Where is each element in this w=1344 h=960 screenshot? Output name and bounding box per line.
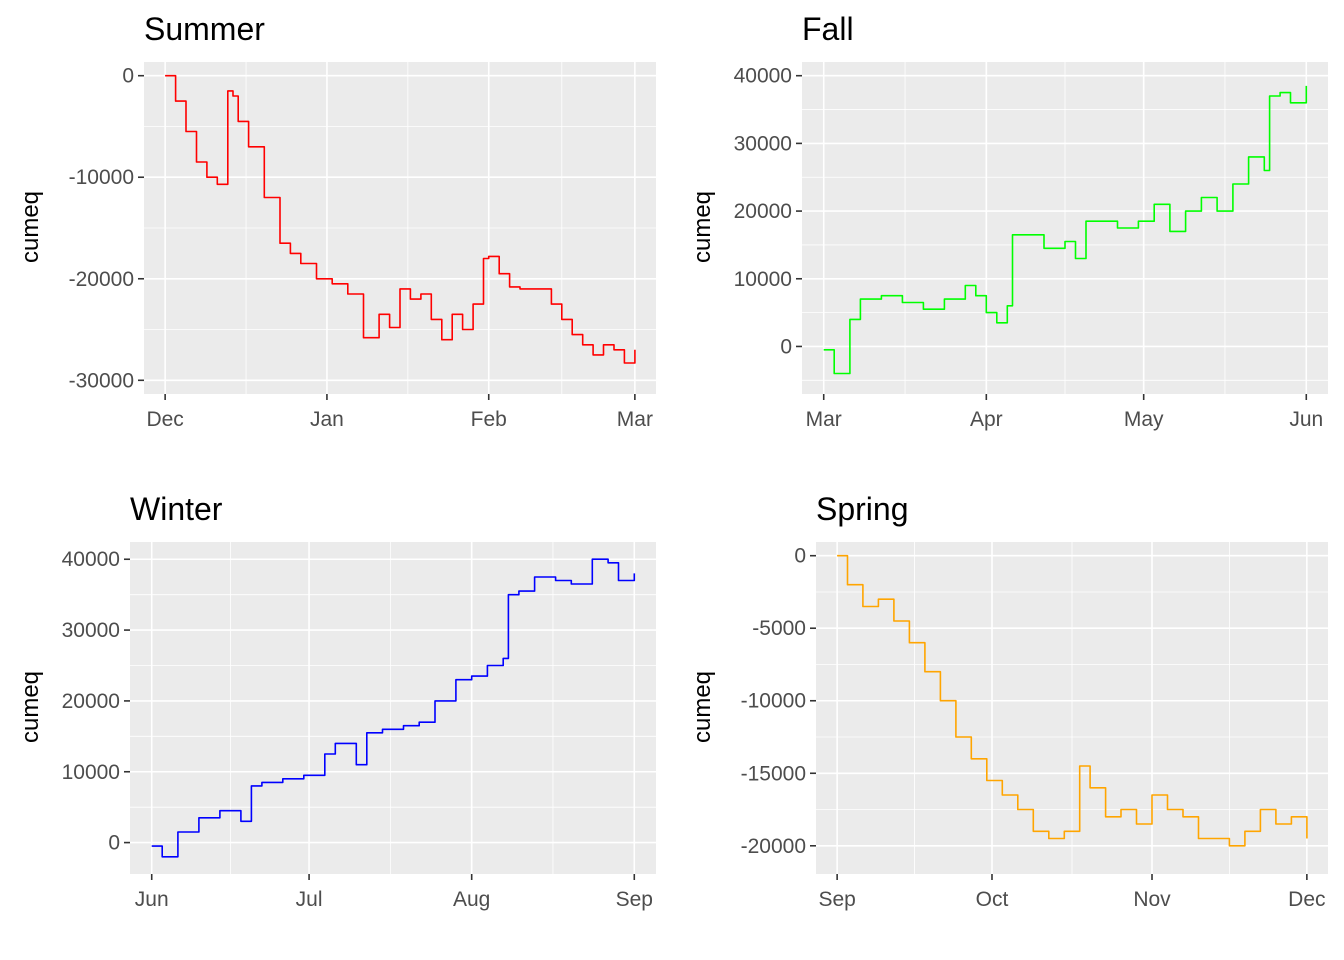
x-tick-label: Jul <box>296 888 323 911</box>
grid <box>816 542 1328 874</box>
x-tick-label: Apr <box>970 408 1003 431</box>
y-axis: 40000 30000 20000 10000 0 <box>734 65 792 359</box>
x-axis: Sep Oct Nov Dec <box>818 888 1325 911</box>
y-tick-label: -10000 <box>69 166 134 189</box>
chart-title: Spring <box>816 491 909 527</box>
y-tick-label: 40000 <box>62 548 120 571</box>
x-tick-label: Nov <box>1133 888 1171 911</box>
y-tick-label: 30000 <box>62 619 120 642</box>
y-axis-label: cumeq <box>689 191 716 263</box>
x-axis: Mar Apr May Jun <box>806 408 1324 431</box>
x-tick-label: Aug <box>453 888 490 911</box>
y-tick-label: 10000 <box>734 268 792 291</box>
x-tick-label: Feb <box>471 408 507 431</box>
x-tick-label: Mar <box>806 408 842 431</box>
y-tick-label: -10000 <box>741 690 806 713</box>
chart-summer: Summer cumeq 0 -10000 -20000 -30000 Dec … <box>17 11 656 431</box>
y-tick-label: 10000 <box>62 761 120 784</box>
y-tick-label: 0 <box>780 335 792 358</box>
x-tick-label: Sep <box>818 888 855 911</box>
series-line <box>151 558 636 858</box>
y-tick-label: -20000 <box>741 835 806 858</box>
series-line <box>837 554 1308 847</box>
series-line <box>165 74 636 364</box>
y-tick-label: 20000 <box>734 200 792 223</box>
x-tick-label: Jun <box>1289 408 1323 431</box>
y-tick-label: -30000 <box>69 369 134 392</box>
chart-winter: Winter cumeq 40000 30000 20000 10000 0 J… <box>17 491 656 911</box>
x-tick-label: Sep <box>616 888 653 911</box>
plot-panel <box>130 542 656 874</box>
y-axis-label: cumeq <box>17 671 44 743</box>
y-tick-label: 0 <box>794 545 806 568</box>
chart-title: Summer <box>144 11 265 47</box>
x-tick-label: Dec <box>1288 888 1325 911</box>
series-line <box>823 85 1308 375</box>
y-axis-label: cumeq <box>689 671 716 743</box>
y-tick-label: 30000 <box>734 132 792 155</box>
chart-title: Fall <box>802 11 854 47</box>
y-tick-label: 0 <box>108 832 120 855</box>
x-tick-label: Jun <box>135 888 169 911</box>
grid <box>130 542 656 874</box>
y-axis: 40000 30000 20000 10000 0 <box>62 548 120 854</box>
y-axis-label: cumeq <box>17 191 44 263</box>
y-axis: 0 -5000 -10000 -15000 -20000 <box>741 545 806 858</box>
chart-spring: Spring cumeq 0 -5000 -10000 -15000 -2000… <box>689 491 1328 911</box>
y-tick-label: 0 <box>122 65 134 88</box>
chart-fall: Fall cumeq 40000 30000 20000 10000 0 Mar… <box>689 11 1328 431</box>
x-tick-label: May <box>1124 408 1164 431</box>
y-tick-label: -5000 <box>752 617 806 640</box>
grid <box>144 62 656 394</box>
y-tick-label: -20000 <box>69 268 134 291</box>
chart-title: Winter <box>130 491 223 527</box>
y-tick-label: -15000 <box>741 762 806 785</box>
x-tick-label: Jan <box>310 408 344 431</box>
y-tick-label: 40000 <box>734 65 792 88</box>
x-tick-label: Oct <box>976 888 1009 911</box>
x-axis: Dec Jan Feb Mar <box>146 408 652 431</box>
y-axis: 0 -10000 -20000 -30000 <box>69 65 134 393</box>
y-tick-label: 20000 <box>62 690 120 713</box>
x-tick-label: Dec <box>146 408 183 431</box>
x-axis: Jun Jul Aug Sep <box>135 888 653 911</box>
x-tick-label: Mar <box>617 408 653 431</box>
